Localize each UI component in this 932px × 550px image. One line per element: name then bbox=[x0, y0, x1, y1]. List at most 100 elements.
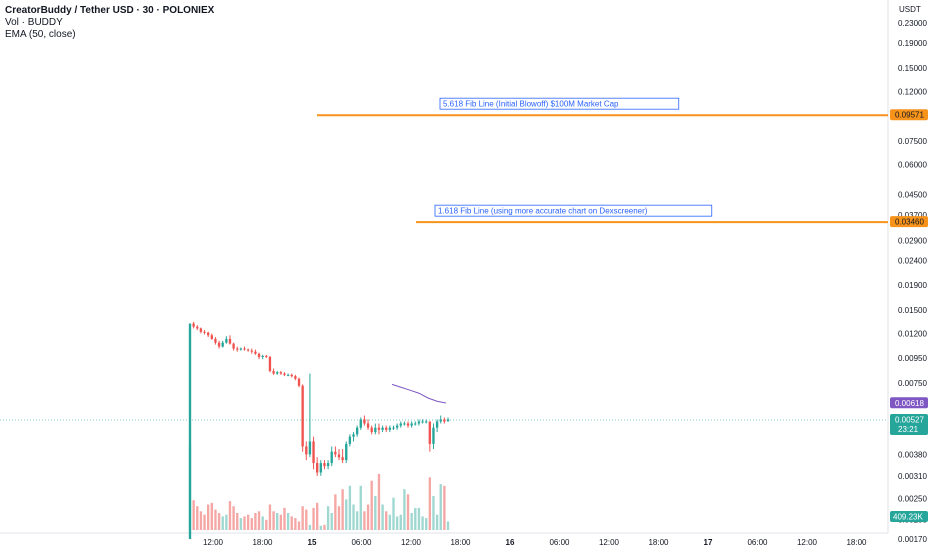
y-tick-label: 0.00380 bbox=[898, 450, 927, 459]
candle bbox=[279, 372, 283, 374]
x-tick-label: 18:00 bbox=[252, 538, 273, 547]
candle bbox=[272, 371, 275, 374]
candle bbox=[355, 427, 359, 435]
candle bbox=[294, 376, 297, 379]
x-tick-label: 18:00 bbox=[648, 538, 669, 547]
volume-bar bbox=[337, 506, 341, 530]
volume-bar bbox=[366, 504, 370, 530]
volume-bar bbox=[326, 506, 330, 530]
candle bbox=[432, 427, 435, 444]
candle bbox=[217, 342, 221, 347]
volume-bar bbox=[196, 506, 199, 530]
y-tick-label: 0.01200 bbox=[898, 330, 927, 339]
candle bbox=[410, 423, 413, 426]
candle bbox=[366, 423, 370, 428]
volume-bar bbox=[283, 507, 286, 530]
candle bbox=[326, 463, 330, 467]
y-tick-label: 0.00170 bbox=[898, 535, 927, 544]
volume-bar bbox=[279, 514, 283, 530]
fib-annotation-text: 1.618 Fib Line (using more accurate char… bbox=[438, 207, 648, 216]
volume-bar bbox=[214, 509, 217, 530]
ema-legend[interactable]: EMA (50, close) bbox=[5, 29, 76, 40]
candle bbox=[199, 328, 203, 332]
volume-bar bbox=[392, 497, 395, 530]
volume-bar bbox=[261, 516, 264, 530]
price-badge bbox=[890, 216, 928, 228]
candle bbox=[312, 441, 315, 464]
volume-bar bbox=[443, 485, 446, 530]
price-badge-label: 0.00618 bbox=[895, 399, 924, 408]
candle bbox=[239, 348, 243, 350]
candle bbox=[192, 323, 195, 327]
volume-bar bbox=[425, 518, 428, 530]
candle bbox=[337, 454, 341, 458]
volume-bar bbox=[254, 513, 257, 530]
candle bbox=[381, 427, 384, 430]
volume-bar bbox=[257, 511, 261, 530]
volume-bar bbox=[265, 519, 268, 530]
volume-bar bbox=[330, 513, 333, 530]
candle bbox=[334, 451, 337, 455]
volume-bar bbox=[206, 504, 210, 530]
fib-lines: 5.618 Fib Line (Initial Blowoff) $100M M… bbox=[317, 97, 888, 224]
candle bbox=[214, 338, 217, 343]
volume-bar bbox=[388, 514, 392, 530]
volume-bar bbox=[370, 480, 373, 530]
candle bbox=[392, 427, 395, 429]
candle bbox=[246, 349, 250, 351]
candle bbox=[417, 421, 421, 424]
fib-annotation-box bbox=[439, 97, 680, 110]
candle bbox=[228, 338, 232, 344]
volume-bar bbox=[236, 513, 239, 530]
price-badge-label: 0.09571 bbox=[895, 111, 924, 120]
candle bbox=[276, 372, 279, 374]
volume-bar bbox=[359, 485, 362, 530]
fib-annotation-text: 5.618 Fib Line (Initial Blowoff) $100M M… bbox=[443, 100, 619, 109]
candle bbox=[385, 427, 388, 430]
candle bbox=[243, 348, 246, 350]
candles bbox=[188, 321, 450, 539]
y-tick-label: 0.03700 bbox=[898, 211, 927, 220]
symbol-title[interactable]: CreatorBuddy / Tether USD · 30 · POLONIE… bbox=[5, 5, 215, 16]
price-badge bbox=[890, 109, 928, 121]
candle bbox=[286, 374, 290, 376]
candle bbox=[363, 419, 366, 424]
volume-bar bbox=[225, 514, 228, 530]
candle bbox=[370, 427, 373, 433]
volume-bar bbox=[395, 516, 399, 530]
candle bbox=[308, 441, 312, 455]
candle bbox=[428, 421, 432, 444]
volume-legend[interactable]: Vol · BUDDY bbox=[5, 17, 63, 28]
price-badge-label: 0.03460 bbox=[895, 218, 924, 227]
volume-badge bbox=[890, 511, 928, 522]
y-tick-label: 0.12000 bbox=[898, 87, 927, 96]
x-tick-label: 06:00 bbox=[351, 538, 372, 547]
price-badge bbox=[890, 414, 928, 436]
x-tick-label: 06:00 bbox=[747, 538, 768, 547]
x-tick-label: 12:00 bbox=[797, 538, 818, 547]
volume-bar bbox=[250, 518, 253, 530]
volume-bar bbox=[385, 511, 388, 530]
candle bbox=[377, 427, 381, 430]
volume-bar bbox=[428, 477, 432, 530]
volume-bar bbox=[246, 514, 250, 530]
y-tick-label: 0.06000 bbox=[898, 160, 927, 169]
volume-bar bbox=[228, 501, 232, 530]
candle bbox=[250, 350, 253, 352]
x-tick-label: 15 bbox=[308, 538, 317, 547]
candle bbox=[319, 463, 322, 473]
candle bbox=[261, 355, 264, 357]
volume-bar bbox=[439, 484, 442, 530]
volume-bar bbox=[323, 524, 326, 530]
volume-bar bbox=[403, 489, 406, 530]
y-tick-label: 0.00950 bbox=[898, 354, 927, 363]
candle bbox=[257, 353, 261, 357]
y-tick-label: 0.00310 bbox=[898, 472, 927, 481]
candle bbox=[406, 423, 410, 426]
candle bbox=[301, 385, 304, 447]
volume-bar bbox=[334, 494, 337, 530]
candle bbox=[225, 338, 228, 343]
volume-bar bbox=[355, 511, 359, 530]
